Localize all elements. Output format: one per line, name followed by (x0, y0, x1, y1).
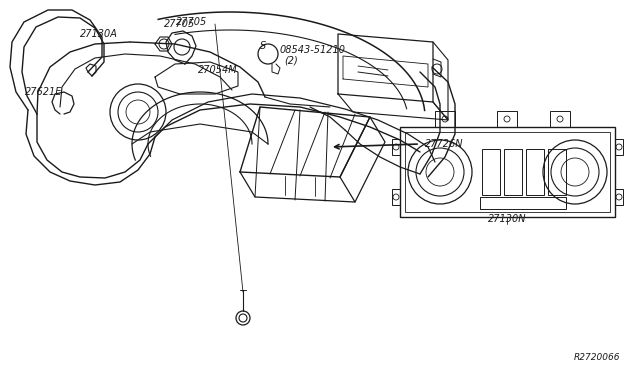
Bar (548, 149, 566, 195)
Bar (392, 189, 400, 205)
Bar (550, 111, 570, 127)
Bar (405, 132, 610, 212)
Text: (2): (2) (284, 55, 298, 65)
Text: 27130N: 27130N (488, 214, 526, 224)
Text: R2720066: R2720066 (573, 353, 620, 362)
Text: 27130A: 27130A (80, 29, 118, 39)
Bar (526, 149, 544, 195)
Text: 08543-51210: 08543-51210 (280, 45, 346, 55)
Text: S: S (260, 41, 266, 51)
Bar (497, 111, 517, 127)
Bar (482, 149, 500, 195)
Bar (615, 139, 623, 155)
Bar (435, 111, 455, 127)
Text: 27621E: 27621E (25, 87, 62, 97)
Text: 27726N: 27726N (425, 139, 463, 149)
Bar (400, 127, 615, 217)
Bar (480, 197, 566, 209)
Text: 27705: 27705 (164, 19, 195, 29)
Text: 27054M: 27054M (198, 65, 237, 75)
Bar (504, 149, 522, 195)
Bar (392, 139, 400, 155)
Bar (615, 189, 623, 205)
Text: 27705: 27705 (176, 17, 207, 27)
